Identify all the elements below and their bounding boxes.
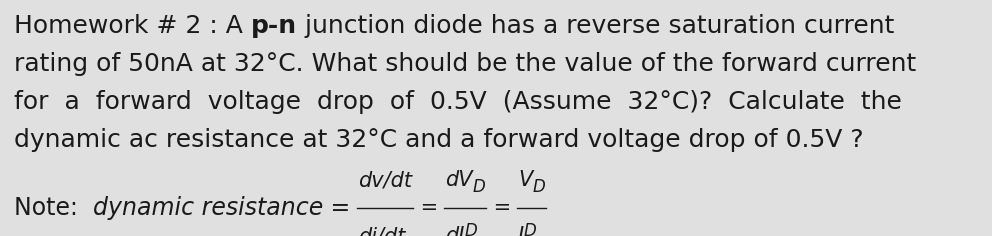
Text: D: D xyxy=(532,178,545,196)
Text: Homework # 2 : A: Homework # 2 : A xyxy=(14,14,251,38)
Text: I: I xyxy=(518,226,524,236)
Text: V: V xyxy=(518,170,532,190)
Text: dI: dI xyxy=(444,226,464,236)
Text: =: = xyxy=(487,198,518,218)
Text: =: = xyxy=(414,198,444,218)
Text: for  a  forward  voltage  drop  of  0.5V  (Assume  32°C)?  Calculate  the: for a forward voltage drop of 0.5V (Assu… xyxy=(14,90,902,114)
Text: dynamic resistance: dynamic resistance xyxy=(93,196,323,220)
Text: D: D xyxy=(472,178,485,196)
Text: di/dt: di/dt xyxy=(358,226,406,236)
Text: D: D xyxy=(464,222,477,236)
Text: rating of 50nA at 32°C. What should be the value of the forward current: rating of 50nA at 32°C. What should be t… xyxy=(14,52,917,76)
Text: Note:: Note: xyxy=(14,196,93,220)
Text: =: = xyxy=(323,196,358,220)
Text: p-n: p-n xyxy=(251,14,297,38)
Text: dv/dt: dv/dt xyxy=(358,170,412,190)
Text: junction diode has a reverse saturation current: junction diode has a reverse saturation … xyxy=(297,14,895,38)
Text: dV: dV xyxy=(444,170,472,190)
Text: D: D xyxy=(524,222,537,236)
Text: dynamic ac resistance at 32°C and a forward voltage drop of 0.5V ?: dynamic ac resistance at 32°C and a forw… xyxy=(14,128,864,152)
